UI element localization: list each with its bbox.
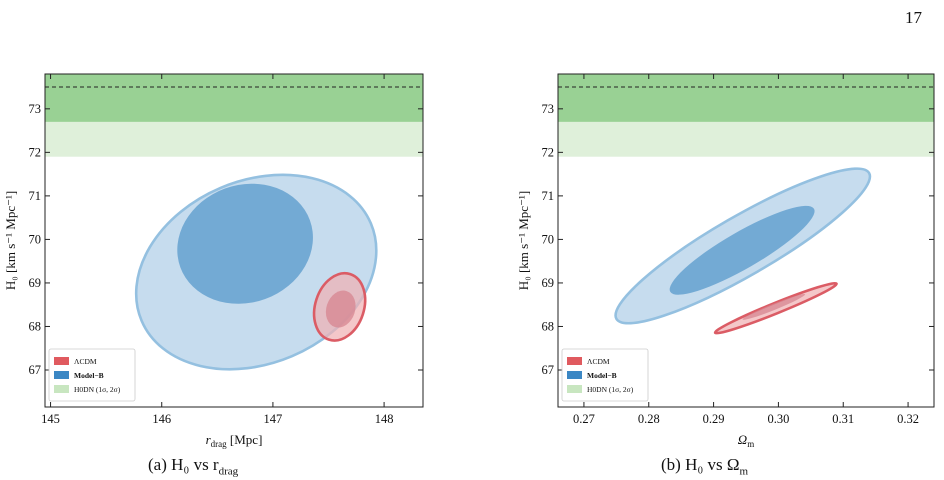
chart-panel-panel-a: 145 146 147 148 67 68 69 70 71 72 73 rdrag [Mpc] H₀ … [3,73,424,449]
y-tick-label: 67 [29,363,42,377]
y-tick-label: 67 [542,363,555,377]
legend-swatch [54,371,69,379]
plot-area [45,74,423,371]
y-tick-label: 73 [542,102,555,116]
x-tick-label: 147 [264,412,283,426]
y-tick-label: 68 [542,319,555,333]
x-tick-label: 0.30 [767,412,789,426]
contour-lcdm-1sigma [742,293,806,320]
x-axis-label: Ωm [738,432,754,449]
caption-a: (a) H₀ vs rdrag [148,455,238,477]
x-tick-label: 148 [375,412,394,426]
caption-b: (b) H₀ vs Ωm [661,455,748,477]
y-tick-label: 69 [542,276,555,290]
legend-swatch [54,385,69,393]
y-tick-label: 68 [29,319,42,333]
page-number: 17 [905,8,922,27]
x-axis-label-sub: m [747,439,754,449]
y-axis-label: H₀ [km s⁻¹ Mpc⁻¹] [516,191,531,290]
legend-swatch [567,357,582,365]
y-tick-label: 70 [542,232,555,246]
y-tick-label: 70 [29,232,42,246]
caption-a-text: (a) H₀ vs r [148,455,219,474]
plot-frame [557,73,935,408]
contour-modelb-1sigma [177,183,313,304]
y-tick-label: 72 [29,145,42,159]
legend-label: ΛCDM [587,357,610,366]
h0dn-1sigma-band [45,74,423,122]
x-tick-label: 0.27 [573,412,595,426]
x-axis-label: rdrag [Mpc] [206,432,263,449]
legend-label: Model−B [74,371,104,380]
legend-box [48,348,136,402]
legend-swatch [567,371,582,379]
contour-modelb-1sigma [669,205,815,295]
caption-b-text: (b) H₀ vs Ω [661,455,740,474]
contour-lcdm-1sigma [325,290,356,328]
caption-b-subscript: m [739,465,749,478]
h0dn-2sigma-band [45,121,423,157]
legend-label: Model−B [587,371,617,380]
y-tick-label: 69 [29,276,42,290]
h0dn-1sigma-band [558,74,934,122]
x-tick-label: 146 [152,412,171,426]
x-tick-label: 0.29 [703,412,725,426]
caption-a-subscript: drag [218,465,239,478]
legend-swatch [567,385,582,393]
x-axis-label-unit: [Mpc] [227,432,263,447]
legend: ΛCDM Model−B H0DN (1σ, 2σ) [48,348,136,402]
chart-panel-panel-b: 0.27 0.28 0.29 0.30 0.31 0.32 67 68 69 70 71 72 73 Ωm… [516,73,935,449]
legend-label: ΛCDM [74,357,97,366]
y-tick-label: 72 [542,145,555,159]
y-tick-label: 71 [29,189,42,203]
legend-swatch [54,357,69,365]
x-axis-label-sub: drag [211,439,227,449]
legend-label: H0DN (1σ, 2σ) [74,385,121,394]
x-axis-label-main: r [206,432,212,447]
x-tick-label: 0.31 [832,412,854,426]
legend-label: H0DN (1σ, 2σ) [587,385,634,394]
plot-area [558,74,934,335]
y-axis-label: H₀ [km s⁻¹ Mpc⁻¹] [3,191,18,290]
x-tick-label: 145 [41,412,60,426]
x-axis-label-main: Ω [738,432,747,447]
plot-frame [44,73,424,408]
x-tick-label: 0.32 [897,412,919,426]
h0dn-2sigma-band [558,121,934,157]
legend-box [561,348,649,402]
x-tick-label: 0.28 [638,412,660,426]
legend: ΛCDM Model−B H0DN (1σ, 2σ) [561,348,649,402]
y-tick-label: 71 [542,189,555,203]
y-tick-label: 73 [29,102,42,116]
